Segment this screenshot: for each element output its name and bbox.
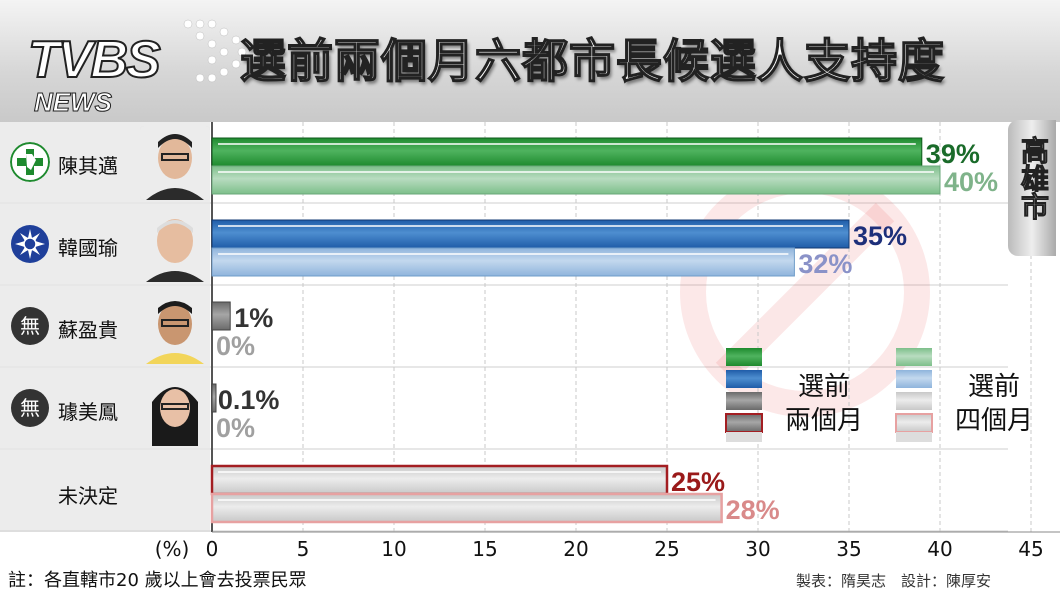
value-label-previous: 28% (726, 495, 780, 525)
row-label-background (0, 450, 210, 532)
tvbs-news-logo: TVBS NEWS (27, 19, 247, 118)
value-label-previous: 40% (944, 167, 998, 197)
header-banner (0, 0, 1060, 122)
legend-swatch (726, 370, 762, 388)
bar-current (211, 301, 231, 331)
candidate-row-chen: 陳其邁 (0, 122, 210, 202)
logo-tvbs-text: TVBS (27, 31, 162, 89)
legend-swatch (726, 432, 762, 442)
bar-current (211, 383, 217, 413)
legend-swatch (895, 413, 933, 433)
watermark-line (715, 202, 895, 382)
credits: 製表：隋昊志 設計：陳厚安 (796, 572, 992, 590)
candidate-row-su: 無 蘇盈貴 (0, 286, 210, 366)
candidate-name: 韓國瑜 (58, 236, 118, 260)
x-tick-label: 35 (836, 537, 861, 561)
candidate-name: 蘇盈貴 (58, 318, 118, 342)
x-tick-label: 0 (206, 537, 219, 561)
x-tick-label: 5 (297, 537, 310, 561)
candidate-row-han: 韓國瑜 (0, 204, 210, 284)
legend-swatch (896, 432, 932, 442)
bar-previous (211, 165, 941, 195)
bar-current (211, 137, 923, 167)
bar-current (210, 464, 669, 496)
x-axis-unit: (%) (155, 537, 190, 561)
portrait-photo (140, 372, 210, 446)
badge-text: 無 (20, 314, 40, 338)
footnote: 註：各直轄市20 歲以上會去投票民眾 (8, 570, 307, 591)
bar-previous (210, 492, 723, 524)
legend-label-line2: 兩個月 (785, 406, 863, 436)
x-tick-label: 10 (381, 537, 406, 561)
logo-dots-icon (183, 19, 247, 83)
x-tick-label: 30 (745, 537, 770, 561)
portrait-photo (140, 126, 210, 200)
bar-current (211, 219, 850, 249)
bar-previous (211, 247, 795, 277)
legend-label-line1: 選前 (798, 372, 850, 402)
legend-swatch (896, 392, 932, 410)
value-label-current: 0.1% (218, 385, 280, 415)
candidate-name: 璩美鳳 (58, 400, 118, 424)
legend-swatch (725, 413, 763, 433)
value-label-previous: 32% (798, 249, 852, 279)
city-tab (1008, 120, 1056, 256)
value-label-current: 25% (671, 467, 725, 497)
independent-icon: 無 (11, 389, 49, 427)
legend-swatch (726, 392, 762, 410)
x-tick-label: 15 (472, 537, 497, 561)
portrait-photo (140, 290, 210, 364)
portrait-photo (140, 208, 210, 282)
legend-label-line1: 選前 (968, 372, 1020, 402)
logo-news-text: NEWS (34, 87, 113, 117)
legend-swatch (896, 370, 932, 388)
value-label-current: 35% (853, 221, 907, 251)
value-label-previous: 0% (216, 413, 255, 443)
legend-swatch (726, 348, 762, 366)
kmt-sun-icon (11, 225, 49, 263)
x-tick-label: 20 (563, 537, 588, 561)
legend-label-line2: 四個月 (955, 406, 1033, 436)
x-tick-label: 25 (654, 537, 679, 561)
x-tick-label: 40 (927, 537, 952, 561)
dpp-flag-icon (10, 142, 50, 182)
candidate-name: 未決定 (58, 484, 118, 508)
chart-title: 選前兩個月六都市長候選人支持度 (239, 33, 945, 89)
value-label-current: 39% (926, 139, 980, 169)
badge-text: 無 (20, 396, 40, 420)
x-tick-label: 45 (1018, 537, 1043, 561)
city-label: 高雄市 (1017, 136, 1051, 221)
value-label-previous: 0% (216, 331, 255, 361)
independent-icon: 無 (11, 307, 49, 345)
candidate-row-chu: 無 璩美鳳 (0, 368, 210, 448)
candidate-name: 陳其邁 (58, 154, 118, 178)
candidate-row-undecided: 未決定 (0, 450, 210, 532)
legend-swatch (896, 348, 932, 366)
value-label-current: 1% (234, 303, 273, 333)
